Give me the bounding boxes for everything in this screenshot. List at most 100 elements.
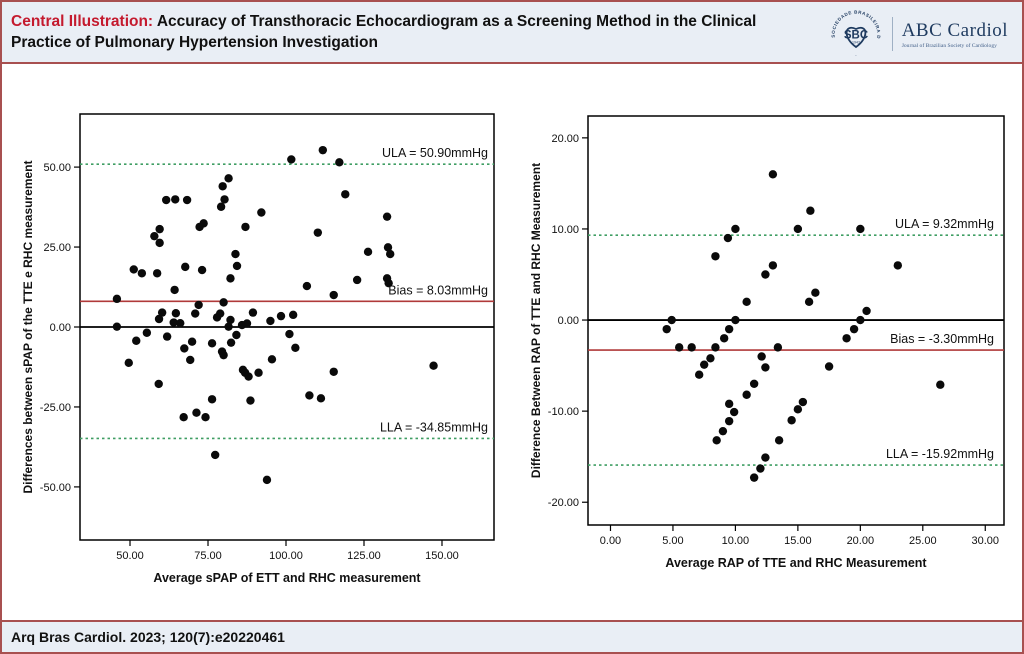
scatter-point xyxy=(137,269,147,278)
scatter-point xyxy=(207,395,217,404)
scatter-point xyxy=(231,249,240,259)
scatter-point xyxy=(787,416,796,425)
scatter-point xyxy=(329,290,338,300)
scatter-point xyxy=(182,195,192,205)
scatter-point xyxy=(386,249,395,259)
reference-line-label: Bias = 8.03mmHg xyxy=(388,283,488,297)
bland-altman-charts: 50.00 25.00 0.00 -25.00 -50.00 50.00 75.00 100.… xyxy=(21,113,1005,585)
y-tick-label: 20.00 xyxy=(551,133,579,145)
scatter-point xyxy=(382,212,392,221)
scatter-point xyxy=(749,379,759,389)
scatter-point xyxy=(285,329,294,339)
logo-divider xyxy=(891,17,893,51)
scatter-point xyxy=(773,343,783,352)
scatter-point xyxy=(341,190,350,199)
scatter-point xyxy=(757,352,766,361)
sbc-logo-icon: SOCIEDADE BRASILEIRA DE CARDIOLOGIA · SB… xyxy=(828,6,881,59)
scatter-point xyxy=(711,343,720,352)
reference-line-label: ULA = 9.32mmHg xyxy=(895,217,994,231)
sbc-acronym: SBC xyxy=(844,30,868,42)
scatter-point xyxy=(316,394,326,403)
scatter-point xyxy=(219,298,228,307)
sbc-ring-dot: · xyxy=(855,53,857,59)
scatter-point xyxy=(842,334,851,343)
scatter-point xyxy=(124,358,133,368)
scatter-point xyxy=(170,285,179,295)
scatter-point xyxy=(142,328,152,337)
scatter-point xyxy=(150,231,159,241)
scatter-point xyxy=(429,361,438,370)
scatter-point xyxy=(804,297,814,307)
scatter-point xyxy=(218,182,227,191)
scatter-point xyxy=(824,362,834,371)
scatter-point xyxy=(731,315,740,325)
scatter-point xyxy=(761,363,770,372)
x-tick-label: 100.00 xyxy=(269,550,303,562)
heart-icon xyxy=(845,26,866,49)
y-tick-label: 25.00 xyxy=(43,242,71,254)
reference-line-label: Bias = -3.30mmHg xyxy=(890,332,994,346)
scatter-point xyxy=(157,308,167,317)
y-tick-label: 50.00 xyxy=(43,162,71,174)
scatter-point xyxy=(197,265,207,275)
scatter-point xyxy=(155,238,164,248)
scatter-point xyxy=(194,300,203,310)
scatter-point xyxy=(152,269,162,278)
scatter-point xyxy=(262,475,272,485)
scatter-point xyxy=(241,222,250,232)
scatter-point xyxy=(756,464,765,473)
scatter-point xyxy=(132,336,141,345)
scatter-point xyxy=(244,372,253,381)
scatter-point xyxy=(774,436,784,445)
x-tick-label: 15.00 xyxy=(784,535,812,547)
reference-line-label: ULA = 50.90mmHg xyxy=(382,146,488,160)
scatter-point xyxy=(335,158,344,167)
scatter-point xyxy=(186,355,195,365)
title-prefix: Central Illustration: xyxy=(11,13,154,30)
scatter-point xyxy=(318,145,328,155)
scatter-point xyxy=(856,224,865,234)
journal-tagline: Journal of Brazilian Society of Cardiolo… xyxy=(901,42,997,49)
scatter-point xyxy=(806,206,815,215)
scatter-point xyxy=(742,390,751,399)
scatter-point xyxy=(154,379,163,389)
y-tick-label: -20.00 xyxy=(548,497,579,509)
y-tick-label: -50.00 xyxy=(40,482,71,494)
x-tick-label: 30.00 xyxy=(971,535,999,547)
scatter-point xyxy=(171,309,181,318)
scatter-point xyxy=(383,243,393,252)
figure-body: 50.00 25.00 0.00 -25.00 -50.00 50.00 75.00 100.… xyxy=(2,64,1022,620)
journal-name: ABC Cardiol xyxy=(901,19,1008,41)
scatter-point xyxy=(862,306,871,316)
scatter-point xyxy=(179,412,188,422)
scatter-point xyxy=(215,309,225,318)
x-tick-label: 10.00 xyxy=(722,535,750,547)
scatter-point xyxy=(154,314,164,324)
title-line1: Accuracy of Transthoracic Echocardiogram… xyxy=(153,13,757,30)
scatter-point xyxy=(662,324,671,334)
chart-spap: 50.00 25.00 0.00 -25.00 -50.00 50.00 75.00 100.… xyxy=(21,113,495,585)
scatter-point xyxy=(169,318,178,327)
scatter-point xyxy=(699,360,709,369)
scatter-point xyxy=(706,354,715,363)
reference-line-label: LLA = -34.85mmHg xyxy=(380,420,488,434)
figure-header: Central Illustration: Accuracy of Transt… xyxy=(2,2,1022,64)
x-tick-label: 0.00 xyxy=(600,535,621,547)
scatter-point xyxy=(793,405,803,414)
scatter-point xyxy=(180,344,189,353)
scatter-point xyxy=(267,355,277,364)
journal-name-block: ABC Cardiol Journal of Brazilian Society… xyxy=(902,20,1008,49)
journal-logos: SOCIEDADE BRASILEIRA DE CARDIOLOGIA · SB… xyxy=(828,6,1008,62)
scatter-point xyxy=(257,208,266,217)
scatter-point xyxy=(694,370,704,379)
y-tick-label: -10.00 xyxy=(548,406,579,418)
scatter-point xyxy=(210,450,220,460)
scatter-point xyxy=(220,195,229,204)
scatter-point xyxy=(893,261,903,270)
scatter-point xyxy=(232,261,242,271)
x-tick-label: 125.00 xyxy=(347,550,381,562)
scatter-point xyxy=(162,332,172,341)
scatter-point xyxy=(798,397,808,407)
reference-line-label: LLA = -15.92mmHg xyxy=(886,447,994,461)
scatter-point xyxy=(724,324,734,334)
